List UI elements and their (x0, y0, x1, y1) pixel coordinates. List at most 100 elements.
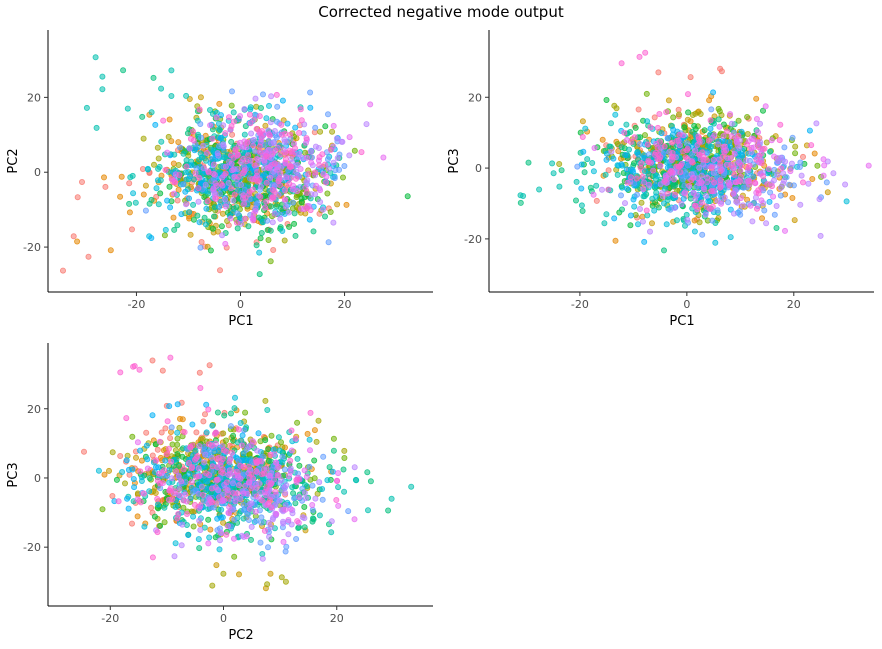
data-point (275, 434, 282, 441)
data-point (288, 521, 295, 528)
data-point (159, 367, 166, 374)
data-point (690, 189, 697, 196)
data-point (717, 184, 724, 191)
data-point (278, 121, 285, 128)
data-point (215, 152, 222, 159)
data-point (190, 523, 197, 530)
data-point (161, 232, 168, 239)
data-point (281, 237, 288, 244)
data-point (258, 497, 265, 504)
data-point (262, 122, 269, 129)
data-point (271, 127, 278, 134)
data-point (117, 369, 124, 376)
data-point (323, 173, 330, 180)
x-tick-label: -20 (101, 612, 119, 625)
data-point (193, 165, 200, 172)
data-point (92, 54, 99, 61)
data-point (185, 195, 192, 202)
data-point (761, 145, 768, 152)
data-point (190, 513, 197, 520)
data-point (728, 120, 735, 127)
data-point (174, 401, 181, 408)
data-point (321, 213, 328, 220)
data-point (256, 177, 263, 184)
data-point (213, 455, 220, 462)
data-point (197, 384, 204, 391)
data-point (149, 554, 156, 561)
data-point (644, 118, 651, 125)
data-point (269, 186, 276, 193)
data-point (134, 439, 141, 446)
data-point (717, 160, 724, 167)
data-point (749, 218, 756, 225)
data-point (581, 169, 588, 176)
data-point (230, 109, 237, 116)
data-point (228, 185, 235, 192)
data-point (277, 439, 284, 446)
data-point (333, 135, 340, 142)
data-point (280, 520, 287, 527)
data-point (644, 212, 651, 219)
data-point (756, 152, 763, 159)
data-point (673, 137, 680, 144)
data-point (292, 435, 299, 442)
data-point (168, 67, 175, 74)
data-point (786, 181, 793, 188)
data-point (549, 160, 556, 167)
data-point (303, 154, 310, 161)
data-point (721, 194, 728, 201)
data-point (636, 53, 643, 60)
data-point (156, 163, 163, 170)
data-point (113, 476, 120, 483)
data-point (165, 445, 172, 452)
data-point (272, 147, 279, 154)
data-point (283, 174, 290, 181)
data-point (637, 205, 644, 212)
data-point (170, 214, 177, 221)
data-point (264, 544, 271, 551)
data-point (123, 415, 130, 422)
data-point (188, 465, 195, 472)
data-point (805, 180, 812, 187)
data-point (820, 156, 827, 163)
data-point (267, 163, 274, 170)
data-point (255, 430, 262, 437)
data-point (771, 166, 778, 173)
data-point (631, 134, 638, 141)
data-point (144, 165, 151, 172)
data-point (601, 220, 608, 227)
data-point (216, 267, 223, 274)
data-point (137, 468, 144, 475)
data-point (285, 517, 292, 524)
data-point (225, 471, 232, 478)
data-point (154, 446, 161, 453)
data-point (228, 123, 235, 130)
data-point (214, 409, 221, 416)
data-point (590, 191, 597, 198)
data-point (809, 175, 816, 182)
data-point (271, 210, 278, 217)
data-point (197, 502, 204, 509)
data-point (639, 173, 646, 180)
data-point (288, 163, 295, 170)
data-point (330, 447, 337, 454)
data-point (303, 135, 310, 142)
data-point (824, 189, 831, 196)
data-point (286, 223, 293, 230)
data-point (699, 231, 706, 238)
data-point (220, 143, 227, 150)
data-point (241, 215, 248, 222)
x-axis-title: PC1 (669, 314, 694, 329)
data-point (267, 451, 274, 458)
data-point (781, 177, 788, 184)
data-point (248, 442, 255, 449)
data-point (298, 199, 305, 206)
data-point (174, 441, 181, 448)
data-point (301, 524, 308, 531)
data-point (754, 139, 761, 146)
data-point (792, 150, 799, 157)
data-point (330, 122, 337, 129)
data-point (310, 228, 317, 235)
data-point (189, 421, 196, 428)
